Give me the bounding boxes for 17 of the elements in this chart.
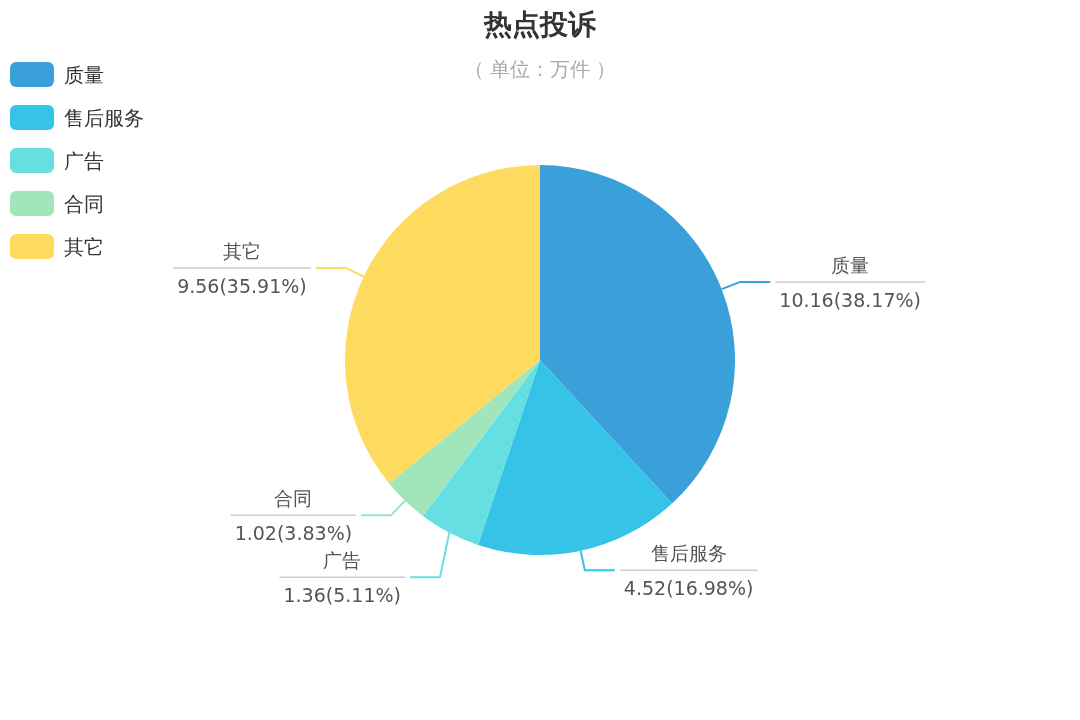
data-label: 10.16(38.17%): [779, 288, 921, 311]
slice-label: 售后服务: [650, 542, 727, 565]
legend-label: 合同: [64, 192, 104, 216]
data-label: 1.36(5.11%): [283, 584, 401, 607]
slice-label: 其它: [222, 239, 261, 262]
data-label: 1.02(3.83%): [234, 522, 353, 545]
slice-label: 广告: [323, 549, 362, 572]
chart-subtitle: （ 单位：万件 ）: [463, 57, 617, 81]
data-label: 4.52(16.98%): [623, 577, 754, 600]
chart-title: 热点投诉: [483, 8, 597, 41]
slice-label: 合同: [274, 487, 313, 510]
data-label: 9.56(35.91%): [177, 274, 307, 297]
legend-label: 售后服务: [64, 106, 144, 130]
legend-label: 质量: [64, 63, 104, 87]
legend-label: 广告: [64, 149, 104, 173]
legend-label: 其它: [64, 235, 104, 259]
slice-label: 质量: [831, 253, 870, 276]
